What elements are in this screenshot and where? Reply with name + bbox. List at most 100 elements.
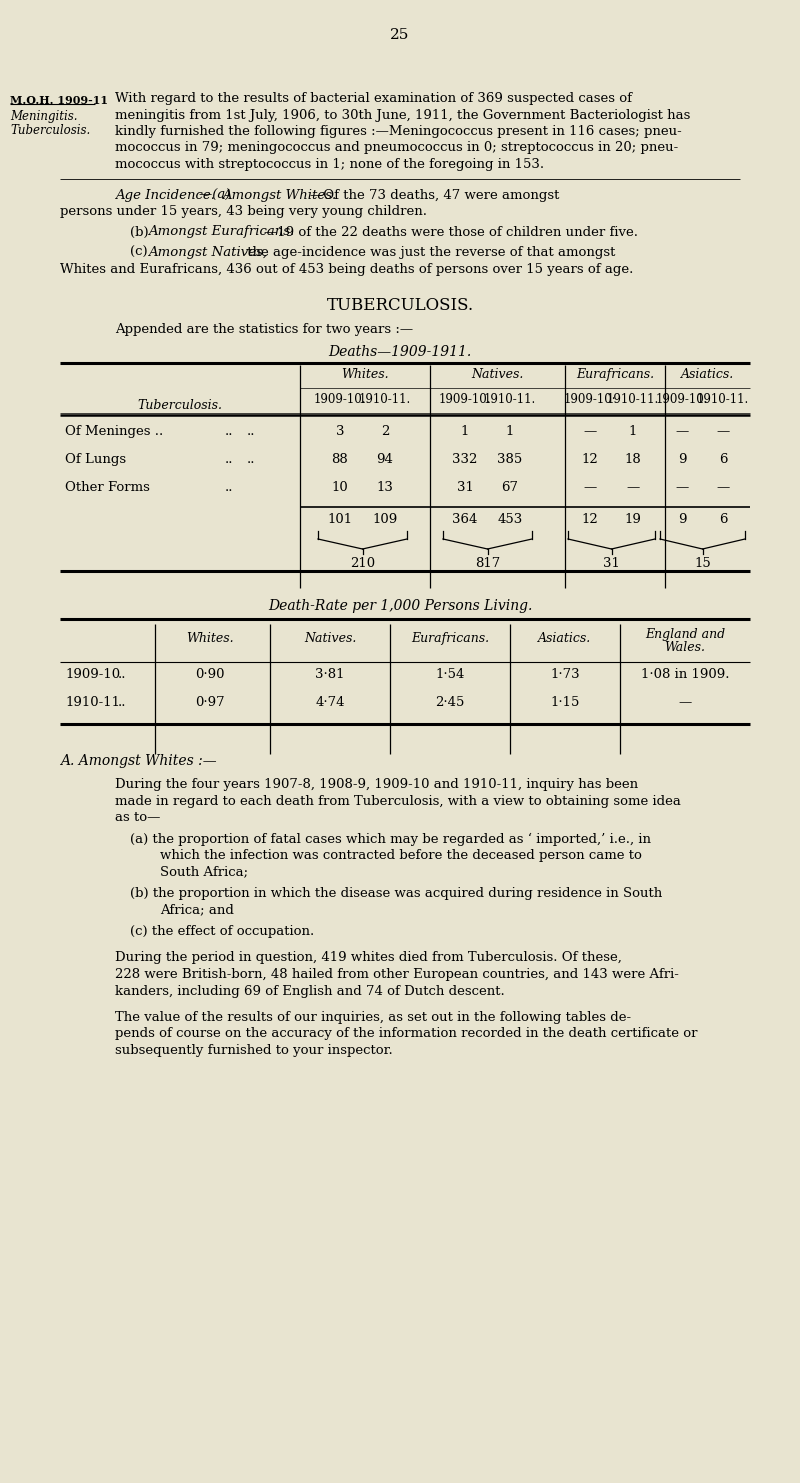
Text: ..: .. [225, 452, 234, 466]
Text: 67: 67 [502, 480, 518, 494]
Text: 88: 88 [332, 452, 348, 466]
Text: mococcus in 79; meningococcus and pneumococcus in 0; streptococcus in 20; pneu-: mococcus in 79; meningococcus and pneumo… [115, 141, 678, 154]
Text: Whites and Eurafricans, 436 out of 453 being deaths of persons over 15 years of : Whites and Eurafricans, 436 out of 453 b… [60, 262, 634, 276]
Text: 2: 2 [381, 426, 389, 437]
Text: Tuberculosis.: Tuberculosis. [138, 399, 222, 412]
Text: Other Forms: Other Forms [65, 480, 150, 494]
Text: Asiatics.: Asiatics. [681, 368, 734, 381]
Text: 364: 364 [452, 513, 478, 526]
Text: the age-incidence was just the reverse of that amongst: the age-incidence was just the reverse o… [243, 246, 615, 260]
Text: kindly furnished the following figures :—Meningococcus present in 116 cases; pne: kindly furnished the following figures :… [115, 125, 682, 138]
Text: 101: 101 [327, 513, 353, 526]
Text: 6: 6 [718, 452, 727, 466]
Text: ..: .. [247, 426, 255, 437]
Text: 0·97: 0·97 [195, 696, 225, 709]
Text: 385: 385 [498, 452, 522, 466]
Text: The value of the results of our inquiries, as set out in the following tables de: The value of the results of our inquirie… [115, 1011, 631, 1023]
Text: —: — [716, 480, 730, 494]
Text: 228 were British-born, 48 hailed from other European countries, and 143 were Afr: 228 were British-born, 48 hailed from ot… [115, 968, 679, 980]
Text: 15: 15 [694, 558, 711, 569]
Text: —: — [675, 480, 689, 494]
Text: A. Amongst Whites :—: A. Amongst Whites :— [60, 753, 217, 768]
Text: 13: 13 [377, 480, 394, 494]
Text: Tuberculosis.: Tuberculosis. [10, 125, 90, 136]
Text: 2·45: 2·45 [435, 696, 465, 709]
Text: —: — [583, 426, 597, 437]
Text: ..: .. [247, 452, 255, 466]
Text: 9: 9 [678, 452, 686, 466]
Text: Of Lungs: Of Lungs [65, 452, 126, 466]
Text: (b) the proportion in which the disease was acquired during residence in South: (b) the proportion in which the disease … [130, 887, 662, 900]
Text: made in regard to each death from Tuberculosis, with a view to obtaining some id: made in regard to each death from Tuberc… [115, 795, 681, 808]
Text: 1909-10.: 1909-10. [656, 393, 708, 406]
Text: subsequently furnished to your inspector.: subsequently furnished to your inspector… [115, 1044, 393, 1057]
Text: as to—: as to— [115, 811, 160, 825]
Text: pends of course on the accuracy of the information recorded in the death certifi: pends of course on the accuracy of the i… [115, 1028, 698, 1041]
Text: 210: 210 [350, 558, 375, 569]
Text: 1: 1 [506, 426, 514, 437]
Text: TUBERCULOSIS.: TUBERCULOSIS. [326, 297, 474, 314]
Text: 1910-11.: 1910-11. [607, 393, 659, 406]
Text: 817: 817 [475, 558, 500, 569]
Text: —: — [678, 696, 692, 709]
Text: (b): (b) [130, 225, 153, 239]
Text: 6: 6 [718, 513, 727, 526]
Text: —19 of the 22 deaths were those of children under five.: —19 of the 22 deaths were those of child… [264, 225, 638, 239]
Text: 1910-11.: 1910-11. [359, 393, 411, 406]
Text: M.O.H. 1909-11: M.O.H. 1909-11 [10, 95, 108, 105]
Text: 1909-10: 1909-10 [65, 667, 120, 681]
Text: persons under 15 years, 43 being very young children.: persons under 15 years, 43 being very yo… [60, 205, 427, 218]
Text: —(a): —(a) [199, 188, 234, 202]
Text: (a) the proportion of fatal cases which may be regarded as ‘ imported,’ i.e., in: (a) the proportion of fatal cases which … [130, 832, 651, 845]
Text: Natives.: Natives. [471, 368, 524, 381]
Text: 1: 1 [461, 426, 469, 437]
Text: which the infection was contracted before the deceased person came to: which the infection was contracted befor… [160, 848, 642, 862]
Text: Whites.: Whites. [186, 632, 234, 645]
Text: 25: 25 [390, 28, 410, 42]
Text: —: — [716, 426, 730, 437]
Text: —: — [583, 480, 597, 494]
Text: meningitis from 1st July, 1906, to 30th June, 1911, the Government Bacteriologis: meningitis from 1st July, 1906, to 30th … [115, 108, 690, 122]
Text: Eurafricans.: Eurafricans. [411, 632, 489, 645]
Text: 9: 9 [678, 513, 686, 526]
Text: Amongst Whites.: Amongst Whites. [222, 188, 336, 202]
Text: 0·90: 0·90 [195, 667, 225, 681]
Text: Wales.: Wales. [665, 641, 706, 654]
Text: 1: 1 [629, 426, 637, 437]
Text: —: — [675, 426, 689, 437]
Text: During the four years 1907-8, 1908-9, 1909-10 and 1910-11, inquiry has been: During the four years 1907-8, 1908-9, 19… [115, 779, 638, 790]
Text: Amongst Natives,: Amongst Natives, [148, 246, 267, 260]
Text: Of Meninges ..: Of Meninges .. [65, 426, 163, 437]
Text: Amongst Eurafricans.: Amongst Eurafricans. [148, 225, 294, 239]
Text: 18: 18 [625, 452, 642, 466]
Text: South Africa;: South Africa; [160, 866, 248, 878]
Text: 332: 332 [452, 452, 478, 466]
Text: 1909-10.: 1909-10. [314, 393, 366, 406]
Text: 1·54: 1·54 [435, 667, 465, 681]
Text: 31: 31 [603, 558, 620, 569]
Text: 3: 3 [336, 426, 344, 437]
Text: During the period in question, 419 whites died from Tuberculosis. Of these,: During the period in question, 419 white… [115, 952, 622, 964]
Text: (c) the effect of occupation.: (c) the effect of occupation. [130, 925, 314, 939]
Text: 4·74: 4·74 [315, 696, 345, 709]
Text: Eurafricans.: Eurafricans. [576, 368, 654, 381]
Text: ..: .. [118, 667, 126, 681]
Text: 3·81: 3·81 [315, 667, 345, 681]
Text: Appended are the statistics for two years :—: Appended are the statistics for two year… [115, 323, 413, 337]
Text: 453: 453 [498, 513, 522, 526]
Text: 19: 19 [625, 513, 642, 526]
Text: 94: 94 [377, 452, 394, 466]
Text: kanders, including 69 of English and 74 of Dutch descent.: kanders, including 69 of English and 74 … [115, 985, 505, 998]
Text: 1·08 in 1909.: 1·08 in 1909. [641, 667, 730, 681]
Text: —: — [626, 480, 640, 494]
Text: 31: 31 [457, 480, 474, 494]
Text: 1·73: 1·73 [550, 667, 580, 681]
Text: England and: England and [645, 627, 725, 641]
Text: ..: .. [225, 426, 234, 437]
Text: Natives.: Natives. [304, 632, 356, 645]
Text: ..: .. [118, 696, 126, 709]
Text: Meningitis.: Meningitis. [10, 110, 78, 123]
Text: 10: 10 [332, 480, 348, 494]
Text: ..: .. [225, 480, 234, 494]
Text: 1910-11: 1910-11 [65, 696, 120, 709]
